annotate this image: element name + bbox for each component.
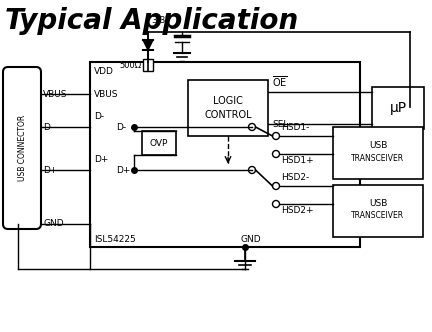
Text: LOGIC: LOGIC: [213, 96, 243, 106]
Polygon shape: [143, 40, 153, 50]
FancyBboxPatch shape: [3, 67, 41, 229]
Text: TRANSCEIVER: TRANSCEIVER: [352, 211, 404, 220]
Text: GND: GND: [43, 219, 64, 228]
Text: Typical Application: Typical Application: [5, 7, 298, 35]
Text: D-: D-: [43, 123, 53, 131]
Text: VDD: VDD: [94, 66, 114, 75]
Text: OVP: OVP: [150, 138, 168, 147]
Text: CONTROL: CONTROL: [204, 110, 252, 120]
Text: HSD2+: HSD2+: [282, 206, 314, 215]
Text: HSD1-: HSD1-: [282, 123, 310, 132]
Text: USB: USB: [369, 140, 387, 149]
Text: D-: D-: [94, 112, 104, 121]
Bar: [90, 62, 360, 247]
Bar: [188, 80, 268, 136]
Text: D-: D-: [116, 123, 126, 131]
Text: VBUS: VBUS: [43, 90, 67, 99]
Text: GND: GND: [240, 235, 260, 244]
Text: D+: D+: [116, 165, 130, 175]
Text: D+: D+: [43, 165, 57, 175]
Bar: [143, 59, 153, 71]
Text: ISL54225: ISL54225: [94, 235, 136, 244]
Text: USB CONNECTOR: USB CONNECTOR: [18, 115, 26, 181]
Text: $\overline{\rm OE}$: $\overline{\rm OE}$: [272, 74, 288, 89]
Text: USB: USB: [369, 199, 387, 208]
Text: μP: μP: [389, 101, 407, 115]
Text: D+: D+: [94, 155, 108, 164]
Text: SEL: SEL: [272, 120, 289, 128]
Text: HSD2-: HSD2-: [282, 173, 310, 182]
Bar: [372, 87, 424, 129]
Bar: [142, 131, 176, 155]
Text: TRANSCEIVER: TRANSCEIVER: [352, 153, 404, 162]
Bar: [333, 127, 423, 179]
Bar: [333, 185, 423, 237]
Text: VBUS: VBUS: [94, 90, 118, 99]
Text: 500Ω: 500Ω: [119, 60, 141, 69]
Text: HSD1+: HSD1+: [282, 156, 314, 165]
Text: 3.3V: 3.3V: [151, 16, 172, 25]
